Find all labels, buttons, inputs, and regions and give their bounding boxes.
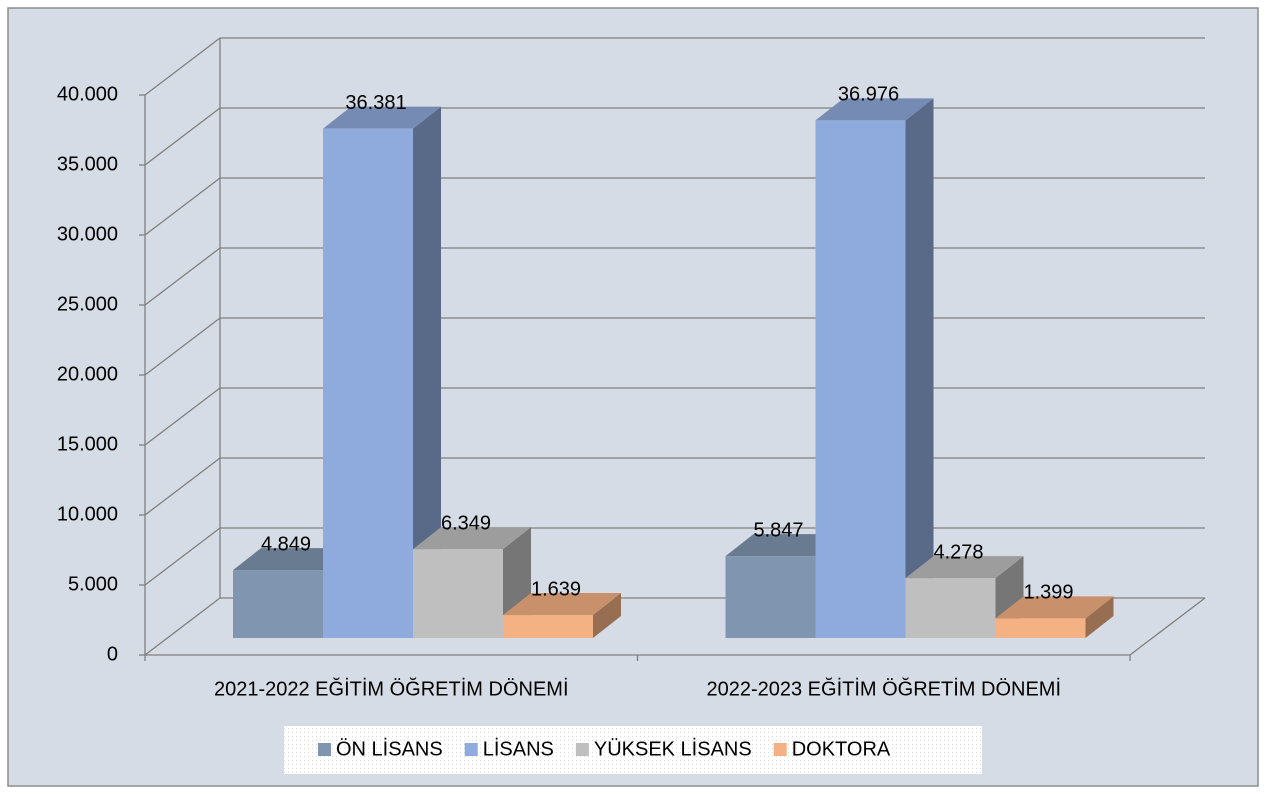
bar-top <box>995 596 1114 619</box>
floor-edge <box>1129 597 1206 656</box>
bar-front <box>503 615 593 638</box>
chart-area <box>7 7 1259 787</box>
bar <box>503 593 621 638</box>
bar <box>323 106 441 638</box>
y-tick-label: 35.000 <box>57 153 118 175</box>
bar-side <box>1085 596 1114 638</box>
plot: 2021-2022 EĞİTİM ÖĞRETİM DÖNEMİ 4.849 36.3… <box>214 84 1114 700</box>
bar-front <box>725 556 816 638</box>
value-label: 36.976 <box>838 84 899 106</box>
bar-top <box>233 548 351 571</box>
bar-side <box>905 98 934 638</box>
value-label: 1.639 <box>531 578 581 600</box>
y-tick-label: 30.000 <box>57 223 118 245</box>
bar-top <box>905 556 1024 579</box>
grid-line-side <box>144 597 221 656</box>
legend-swatch <box>575 743 589 756</box>
value-label: 4.849 <box>261 533 311 555</box>
bar-front <box>995 618 1086 638</box>
value-label: 6.349 <box>441 512 491 534</box>
bar-front <box>413 549 503 638</box>
y-tick-label: 15.000 <box>57 433 118 455</box>
bar <box>815 98 934 638</box>
bar-front <box>905 578 996 638</box>
legend-box <box>284 726 982 774</box>
grid-line-side <box>144 177 221 236</box>
bar-top <box>323 106 441 129</box>
bar-top <box>413 527 531 550</box>
grid-line-side <box>144 317 221 376</box>
grid-line-side <box>144 387 221 446</box>
grid-line-side <box>144 457 221 516</box>
legend-label: LİSANS <box>483 737 554 760</box>
bar-side <box>413 106 441 638</box>
grid-line-side <box>144 37 221 96</box>
bar-side <box>593 593 621 638</box>
legend-label: DOKTORA <box>792 738 891 760</box>
legend-label: YÜKSEK LİSANS <box>594 737 752 760</box>
grid-line-side <box>144 107 221 166</box>
y-tick-label: 0 <box>107 643 118 665</box>
bar-front <box>323 128 413 638</box>
legend-swatch <box>464 743 478 756</box>
value-label: 5.847 <box>753 519 803 541</box>
legend-swatch <box>773 743 787 756</box>
y-tick-label: 40.000 <box>57 83 118 105</box>
bar-top <box>725 534 844 557</box>
grid-line-side <box>144 527 221 586</box>
x-tick-label: 2022-2023 EĞİTİM ÖĞRETİM DÖNEMİ <box>706 677 1061 700</box>
y-tick-label: 5.000 <box>68 573 118 595</box>
legend-label: ÖN LİSANS <box>336 737 443 760</box>
x-tick-label: 2021-2022 EĞİTİM ÖĞRETİM DÖNEMİ <box>214 677 569 700</box>
grid-line-side <box>144 247 221 306</box>
value-label: 36.381 <box>345 92 406 114</box>
y-tick-label: 10.000 <box>57 503 118 525</box>
value-label: 4.278 <box>933 541 983 563</box>
value-label: 1.399 <box>1023 582 1073 604</box>
y-tick-label: 20.000 <box>57 363 118 385</box>
bar-top <box>815 98 934 121</box>
y-tick-label: 25.000 <box>57 293 118 315</box>
bar-front <box>815 120 906 638</box>
bar <box>413 527 531 638</box>
bar <box>995 596 1114 638</box>
bar-front <box>233 570 323 638</box>
bar-top <box>503 593 621 616</box>
legend-swatch <box>318 743 331 756</box>
legend: ÖN LİSANS LİSANS YÜKSEK LİSANS DOKTORA <box>318 737 891 760</box>
